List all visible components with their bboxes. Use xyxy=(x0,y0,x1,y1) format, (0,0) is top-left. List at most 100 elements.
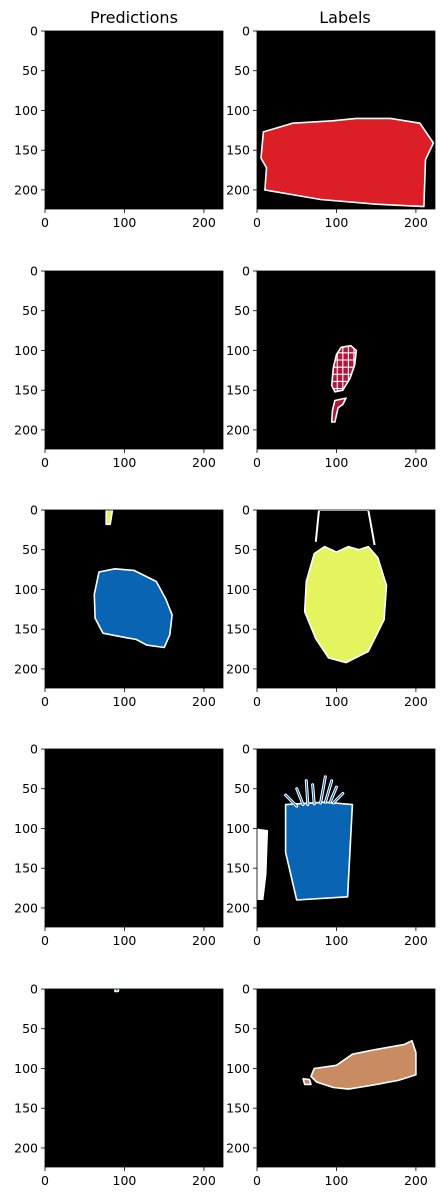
x-tick-label: 0 xyxy=(253,215,261,230)
y-tick-label: 50 xyxy=(234,1021,250,1036)
y-tick-label: 200 xyxy=(14,1140,38,1155)
segment-blue xyxy=(93,567,173,649)
axes-frame xyxy=(44,748,224,928)
y-tick-label: 0 xyxy=(30,24,38,39)
image-content xyxy=(330,344,358,423)
y-tick-label: 200 xyxy=(226,182,250,197)
image-content xyxy=(257,775,354,901)
x-tick-label: 200 xyxy=(192,694,216,709)
x-tick-label: 200 xyxy=(404,694,428,709)
x-tick-label: 0 xyxy=(41,455,49,470)
x-tick-label: 100 xyxy=(113,933,137,948)
x-tick-label: 100 xyxy=(325,1173,349,1188)
y-tick-label: 50 xyxy=(22,1021,38,1036)
y-tick-label: 50 xyxy=(234,63,250,78)
x-tick-label: 100 xyxy=(113,455,137,470)
fry-strand-core xyxy=(296,788,304,806)
x-tick-label: 0 xyxy=(41,1173,49,1188)
y-tick-label: 150 xyxy=(14,143,38,158)
image-content xyxy=(260,117,435,208)
panel-r4c0: 0 50 100 150 200 0 100 200 xyxy=(14,982,224,1188)
image-background xyxy=(45,31,223,209)
panel-r2c1: 0 50 100 150 200 0 100 200 xyxy=(226,503,436,709)
y-tick-label: 200 xyxy=(226,422,250,437)
panel-grid: 0 50 100 150 200 0 100 200 0 50 100 150 200 0 100 200 0 5… xyxy=(14,24,436,1188)
x-tick-label: 100 xyxy=(113,1173,137,1188)
panel-r3c1: 0 50 100 150 200 0 100 200 xyxy=(226,742,436,948)
y-tick-label: 100 xyxy=(226,821,250,836)
y-tick-label: 100 xyxy=(14,582,38,597)
x-tick-label: 200 xyxy=(192,215,216,230)
y-tick-label: 200 xyxy=(14,661,38,676)
x-tick-label: 0 xyxy=(253,933,261,948)
image-content xyxy=(93,510,173,649)
fry-strand-core xyxy=(332,793,344,804)
y-tick-label: 150 xyxy=(14,1101,38,1116)
y-tick-label: 100 xyxy=(226,582,250,597)
y-tick-label: 50 xyxy=(22,781,38,796)
axes-frame xyxy=(44,988,224,1168)
y-tick-label: 100 xyxy=(14,343,38,358)
y-tick-label: 200 xyxy=(14,422,38,437)
panel-r1c1: 0 50 100 150 200 0 100 200 xyxy=(226,264,436,470)
y-tick-label: 0 xyxy=(30,982,38,997)
image-content xyxy=(302,1039,417,1090)
segment-tan xyxy=(310,1039,417,1090)
segment-blue xyxy=(114,989,120,993)
x-tick-label: 100 xyxy=(113,694,137,709)
label-outline xyxy=(314,510,320,542)
panel-r2c0: 0 50 100 150 200 0 100 200 xyxy=(14,503,224,709)
x-tick-label: 100 xyxy=(325,933,349,948)
column-title-predictions: Predictions xyxy=(90,8,178,27)
y-tick-label: 200 xyxy=(14,900,38,915)
x-tick-label: 0 xyxy=(41,933,49,948)
y-tick-label: 150 xyxy=(226,383,250,398)
y-tick-label: 100 xyxy=(14,1061,38,1076)
y-tick-label: 150 xyxy=(226,861,250,876)
y-tick-label: 50 xyxy=(22,542,38,557)
y-tick-label: 100 xyxy=(14,103,38,118)
x-tick-label: 200 xyxy=(404,455,428,470)
x-tick-label: 0 xyxy=(253,694,261,709)
panel-r0c1: 0 50 100 150 200 0 100 200 xyxy=(226,24,436,230)
y-tick-label: 0 xyxy=(242,24,250,39)
x-tick-label: 100 xyxy=(325,694,349,709)
column-title-labels: Labels xyxy=(319,8,371,27)
axes-frame xyxy=(44,270,224,450)
image-background xyxy=(45,989,223,1167)
y-tick-label: 150 xyxy=(226,143,250,158)
fry-strand-core xyxy=(320,776,326,804)
y-tick-label: 200 xyxy=(14,182,38,197)
x-tick-label: 200 xyxy=(192,933,216,948)
fry-strand-core xyxy=(312,784,315,805)
axes-frame xyxy=(256,270,436,450)
x-tick-label: 0 xyxy=(41,694,49,709)
y-tick-label: 50 xyxy=(22,63,38,78)
y-tick-label: 0 xyxy=(242,264,250,279)
y-tick-label: 200 xyxy=(226,900,250,915)
fry-strand-core xyxy=(329,786,337,803)
label-outline xyxy=(319,510,376,546)
x-tick-label: 0 xyxy=(41,215,49,230)
x-tick-label: 200 xyxy=(192,455,216,470)
panel-r3c0: 0 50 100 150 200 0 100 200 xyxy=(14,742,224,948)
y-tick-label: 50 xyxy=(22,303,38,318)
y-tick-label: 200 xyxy=(226,661,250,676)
segment-red xyxy=(260,117,435,208)
y-tick-label: 150 xyxy=(226,622,250,637)
segment-outline xyxy=(257,828,269,900)
panel-r0c0: 0 50 100 150 200 0 100 200 xyxy=(14,24,224,230)
x-tick-label: 0 xyxy=(253,1173,261,1188)
axes-frame xyxy=(256,748,436,928)
segment-yellow xyxy=(105,510,114,526)
fry-strand-core xyxy=(324,780,333,803)
x-tick-label: 100 xyxy=(113,215,137,230)
y-tick-label: 0 xyxy=(242,982,250,997)
y-tick-label: 0 xyxy=(242,503,250,518)
y-tick-label: 50 xyxy=(234,781,250,796)
y-tick-label: 150 xyxy=(14,622,38,637)
image-background xyxy=(45,271,223,449)
axes-frame xyxy=(256,509,436,689)
y-tick-label: 100 xyxy=(226,103,250,118)
y-tick-label: 100 xyxy=(226,1061,250,1076)
